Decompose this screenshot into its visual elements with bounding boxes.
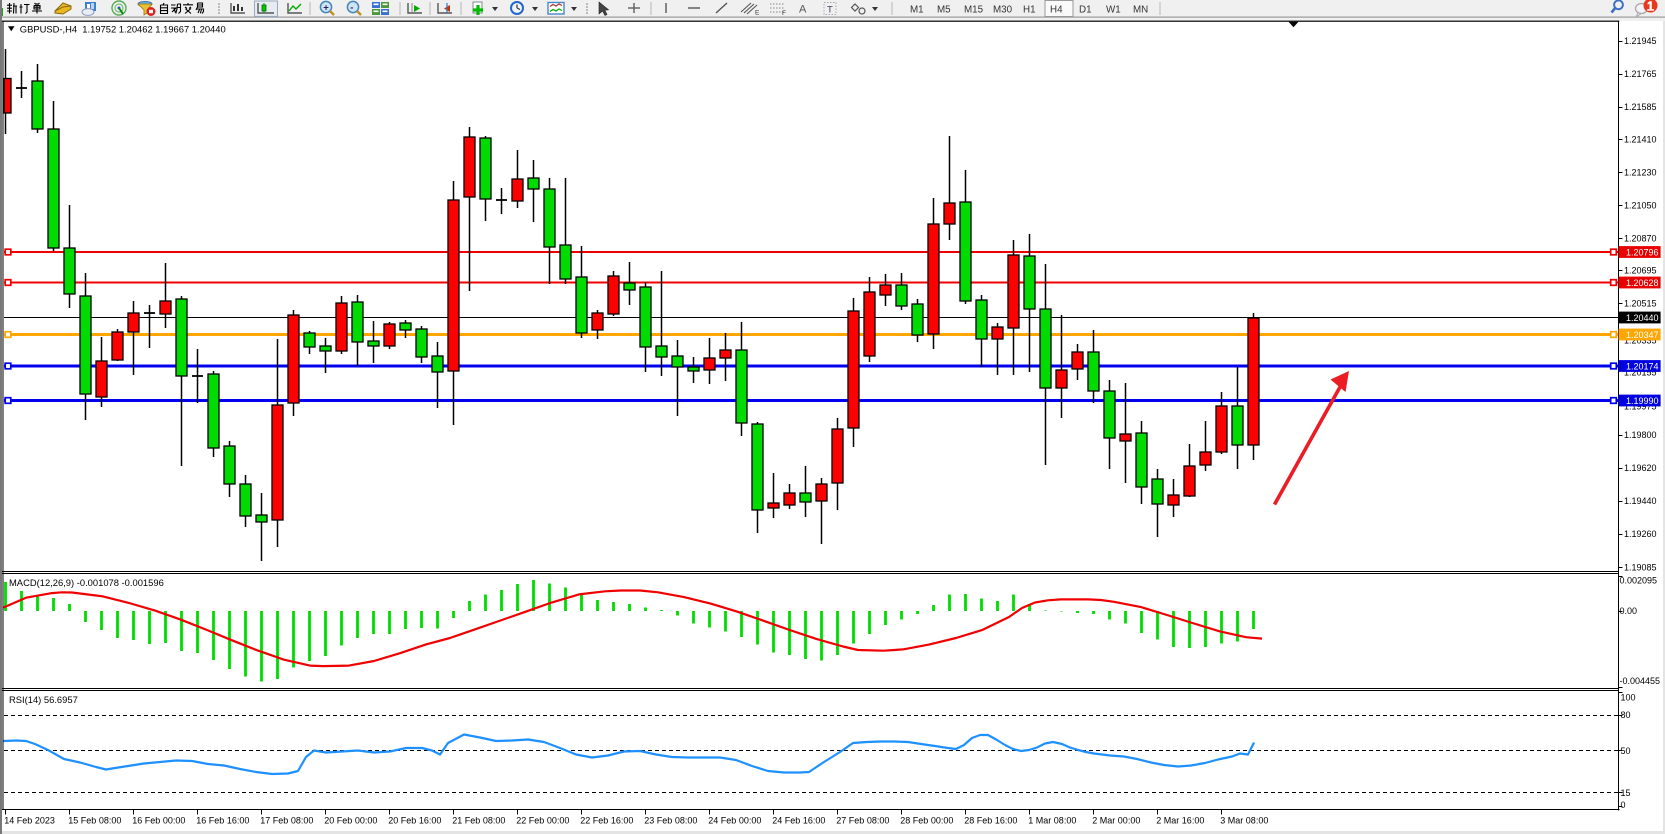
- svg-text:100: 100: [1621, 693, 1636, 703]
- svg-text:E: E: [755, 10, 760, 17]
- svg-text:1.19990: 1.19990: [1626, 396, 1659, 406]
- svg-text:1.21230: 1.21230: [1624, 168, 1657, 178]
- svg-text:W1: W1: [1106, 4, 1121, 15]
- svg-text:H1: H1: [1023, 4, 1036, 15]
- svg-text:1.19440: 1.19440: [1624, 496, 1657, 506]
- svg-text:22 Feb 00:00: 22 Feb 00:00: [516, 816, 569, 826]
- svg-text:+: +: [323, 2, 329, 13]
- svg-text:1.20155: 1.20155: [1624, 368, 1657, 378]
- svg-text:80: 80: [1621, 710, 1631, 720]
- svg-text:1.20335: 1.20335: [1624, 336, 1657, 346]
- svg-text:M1: M1: [910, 4, 924, 15]
- svg-text:H4: H4: [1050, 4, 1063, 15]
- svg-text:20 Feb 16:00: 20 Feb 16:00: [388, 816, 441, 826]
- svg-text:1.19085: 1.19085: [1624, 563, 1657, 573]
- svg-text:3 Mar 08:00: 3 Mar 08:00: [1220, 816, 1268, 826]
- svg-text:1.21945: 1.21945: [1624, 36, 1657, 46]
- svg-text:1.19260: 1.19260: [1624, 529, 1657, 539]
- svg-text:1.20174: 1.20174: [1626, 361, 1659, 371]
- svg-text:M5: M5: [937, 4, 951, 15]
- svg-text:15 Feb 08:00: 15 Feb 08:00: [68, 816, 121, 826]
- svg-text:-0.004455: -0.004455: [1620, 676, 1661, 686]
- svg-text:22 Feb 16:00: 22 Feb 16:00: [580, 816, 633, 826]
- svg-text:MN: MN: [1133, 4, 1148, 15]
- svg-text:T: T: [827, 5, 833, 16]
- svg-text:16 Feb 00:00: 16 Feb 00:00: [132, 816, 185, 826]
- svg-text:1.20695: 1.20695: [1624, 266, 1657, 276]
- svg-text:1.21410: 1.21410: [1624, 135, 1657, 145]
- svg-text:23 Feb 08:00: 23 Feb 08:00: [644, 816, 697, 826]
- svg-text:16 Feb 16:00: 16 Feb 16:00: [196, 816, 249, 826]
- svg-text:F: F: [782, 10, 786, 17]
- svg-text:1.20347: 1.20347: [1626, 330, 1659, 340]
- svg-text:0.00: 0.00: [1620, 606, 1638, 616]
- svg-text:15: 15: [1621, 788, 1631, 798]
- svg-text:20 Feb 00:00: 20 Feb 00:00: [324, 816, 377, 826]
- svg-text:1 Mar 08:00: 1 Mar 08:00: [1028, 816, 1076, 826]
- svg-text:1.20870: 1.20870: [1624, 234, 1657, 244]
- svg-text:21 Feb 08:00: 21 Feb 08:00: [452, 816, 505, 826]
- svg-text:1.21765: 1.21765: [1624, 69, 1657, 79]
- svg-text:50: 50: [1621, 746, 1631, 756]
- svg-text:1.21050: 1.21050: [1624, 201, 1657, 211]
- svg-text:M30: M30: [993, 4, 1013, 15]
- svg-text:M15: M15: [964, 4, 984, 15]
- svg-text:24 Feb 16:00: 24 Feb 16:00: [772, 816, 825, 826]
- svg-text:GBPUSD-,H4 1.19752 1.20462 1.: GBPUSD-,H4 1.19752 1.20462 1.19667 1.204…: [20, 24, 226, 35]
- svg-text:0.002095: 0.002095: [1620, 576, 1658, 586]
- svg-text:28 Feb 00:00: 28 Feb 00:00: [900, 816, 953, 826]
- svg-text:1.21585: 1.21585: [1624, 102, 1657, 112]
- svg-text:27 Feb 08:00: 27 Feb 08:00: [836, 816, 889, 826]
- svg-text:D1: D1: [1079, 4, 1092, 15]
- svg-text:24 Feb 00:00: 24 Feb 00:00: [708, 816, 761, 826]
- svg-text:-: -: [350, 2, 353, 13]
- svg-text:2 Mar 16:00: 2 Mar 16:00: [1156, 816, 1204, 826]
- svg-text:1.20440: 1.20440: [1626, 313, 1659, 323]
- svg-text:14 Feb 2023: 14 Feb 2023: [4, 816, 55, 826]
- svg-text:28 Feb 16:00: 28 Feb 16:00: [964, 816, 1017, 826]
- svg-text:0: 0: [1621, 800, 1626, 810]
- svg-text:A: A: [799, 4, 807, 16]
- svg-text:1.19800: 1.19800: [1624, 430, 1657, 440]
- svg-text:2 Mar 00:00: 2 Mar 00:00: [1092, 816, 1140, 826]
- svg-text:1.20628: 1.20628: [1626, 278, 1659, 288]
- svg-text:RSI(14) 56.6957: RSI(14) 56.6957: [9, 694, 78, 705]
- svg-text:1.20796: 1.20796: [1626, 247, 1659, 257]
- svg-text:MACD(12,26,9) -0.001078 -0.001: MACD(12,26,9) -0.001078 -0.001596: [9, 577, 164, 588]
- svg-text:17 Feb 08:00: 17 Feb 08:00: [260, 816, 313, 826]
- svg-text:1.19620: 1.19620: [1624, 463, 1657, 473]
- svg-text:1.20515: 1.20515: [1624, 299, 1657, 309]
